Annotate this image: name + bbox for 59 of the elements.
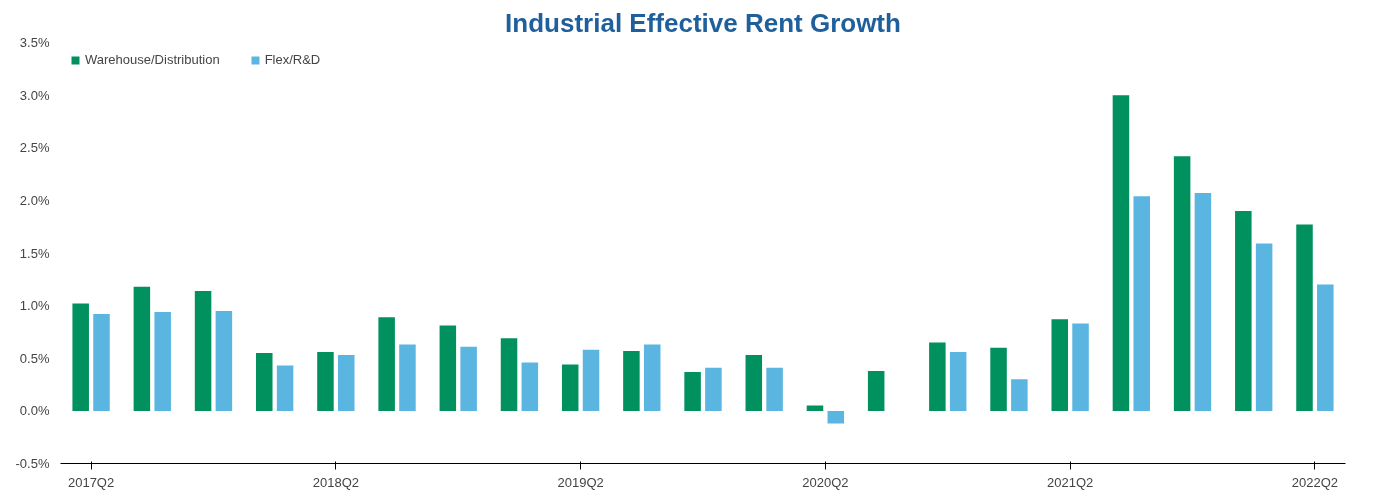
y-tick-label: -0.5% [15, 456, 50, 471]
bar [1296, 224, 1313, 411]
bar [521, 362, 539, 411]
bar [338, 355, 355, 411]
bar [256, 352, 273, 411]
y-tick-label: 1.0% [19, 298, 50, 314]
x-tick-label: 2017Q2 [67, 474, 115, 490]
bar [827, 410, 845, 424]
y-tick-label: 0.0% [19, 403, 50, 419]
x-tick-label: 2019Q2 [557, 474, 604, 490]
bar [215, 310, 233, 411]
bar [133, 286, 151, 411]
bar [399, 344, 416, 411]
bar [1317, 284, 1334, 411]
bar [72, 303, 89, 411]
bar [317, 351, 334, 411]
bar [500, 338, 518, 411]
bar [745, 355, 763, 411]
y-tick-label: 3.0% [19, 87, 50, 103]
bar [582, 349, 600, 411]
x-tick-label: 2021Q2 [1047, 474, 1094, 490]
bar [154, 311, 171, 411]
bar [1051, 319, 1068, 411]
bar [1235, 210, 1252, 411]
y-tick-label: 1.5% [19, 245, 50, 261]
bar [766, 367, 783, 411]
y-tick-label: 0.5% [19, 350, 50, 366]
bar [439, 325, 457, 411]
bar [867, 370, 885, 411]
x-tick-label: 2018Q2 [312, 474, 359, 490]
legend-label: Flex/R&D [264, 52, 321, 67]
bar [643, 344, 661, 411]
y-tick-label: 3.5% [19, 35, 50, 50]
y-tick-label: 2.0% [19, 192, 50, 208]
bar [93, 314, 110, 411]
bar [623, 350, 640, 411]
bar [806, 405, 824, 411]
bar [378, 317, 395, 411]
bar [1194, 193, 1212, 411]
bar [684, 371, 701, 411]
bar [929, 342, 946, 411]
legend-label: Warehouse/Distribution [85, 52, 220, 67]
bar [990, 347, 1007, 411]
bar [460, 346, 477, 411]
bar [1255, 243, 1273, 411]
bar [1173, 156, 1191, 411]
bar [1072, 323, 1089, 411]
bar [1133, 196, 1150, 411]
bar [194, 290, 212, 411]
bar [276, 365, 294, 411]
x-tick-label: 2020Q2 [802, 474, 849, 490]
bar [561, 364, 579, 411]
y-tick-label: 2.5% [19, 140, 50, 156]
bar [705, 367, 722, 411]
bar [949, 351, 967, 411]
bar [1011, 379, 1028, 411]
x-tick-label: 2022Q2 [1291, 474, 1339, 490]
chart-title: Industrial Effective Rent Growth [505, 7, 901, 38]
bar [1112, 95, 1130, 411]
